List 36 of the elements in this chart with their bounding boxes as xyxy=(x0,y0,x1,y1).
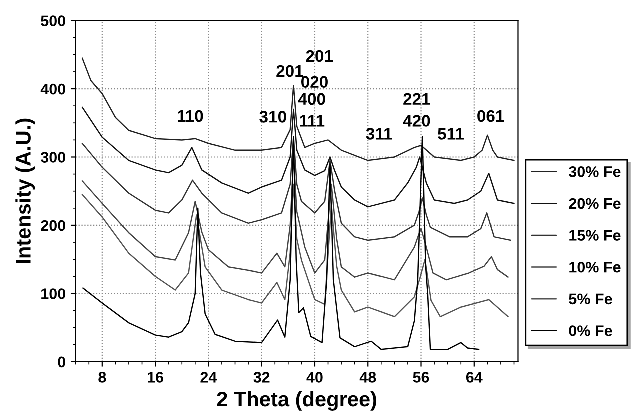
x-tick-label: 16 xyxy=(148,372,164,383)
legend-label: 10% Fe xyxy=(570,262,621,273)
y-tick-label: 100 xyxy=(42,288,66,300)
legend-label: 20% Fe xyxy=(569,198,621,210)
x-tick-label: 64 xyxy=(466,372,483,383)
annotation: 310 xyxy=(260,111,286,123)
legend-label: 30% Fe xyxy=(569,166,621,178)
annotation: 110 xyxy=(178,110,204,122)
annotation: 201 xyxy=(306,50,334,62)
legend-label: 15% Fe xyxy=(570,230,621,241)
annotation: 221 xyxy=(404,93,430,105)
annotation: 511 xyxy=(438,128,464,140)
annotation: 111 xyxy=(300,115,325,127)
x-tick-label: 8 xyxy=(98,372,106,383)
x-tick-label: 40 xyxy=(306,372,323,383)
line-series xyxy=(82,106,515,208)
y-tick-label: 400 xyxy=(40,84,66,95)
x-tick-label: 24 xyxy=(200,372,218,383)
x-tick-label: 56 xyxy=(413,372,430,383)
y-tick-label: 200 xyxy=(41,220,66,232)
legend-label: 0% Fe xyxy=(569,326,612,336)
annotation: 400 xyxy=(298,93,326,106)
annotation: 201 xyxy=(276,65,304,78)
y-tick-label: 0 xyxy=(58,356,66,368)
x-tick-label: 48 xyxy=(360,372,376,383)
y-tick-label: 500 xyxy=(41,16,66,26)
annotation: 061 xyxy=(478,110,504,122)
legend-label: 5% Fe xyxy=(569,294,612,305)
annotation: 020 xyxy=(301,76,328,88)
line-series xyxy=(82,184,509,318)
x-tick-label: 32 xyxy=(254,372,270,383)
annotation: 311 xyxy=(366,128,392,140)
y-axis-title: Intensity (A.U.) xyxy=(16,118,36,264)
y-tick-label: 300 xyxy=(40,152,66,163)
annotation: 420 xyxy=(403,115,430,127)
x-axis-title: 2 Theta (degree) xyxy=(217,391,376,411)
